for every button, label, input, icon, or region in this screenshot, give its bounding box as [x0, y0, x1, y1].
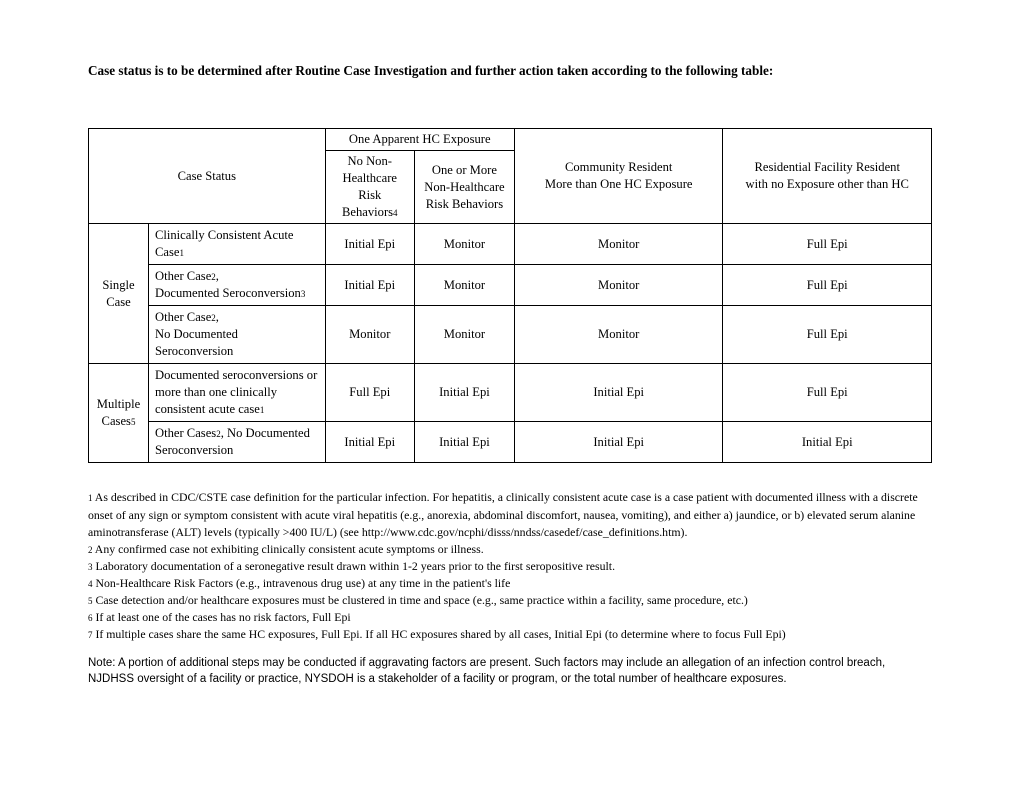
row3-c3: Monitor [514, 306, 723, 364]
table-row: Single Case Clinically Consistent Acute … [89, 224, 932, 265]
sub-a-text: No Non-Healthcare Risk Behaviors [342, 154, 397, 219]
row3-c1: Monitor [325, 306, 414, 364]
hc3-header: Residential Facility Resident with no Ex… [723, 129, 932, 224]
row1-c4: Full Epi [723, 224, 932, 265]
row5-c4: Initial Epi [723, 422, 932, 463]
row2-c1: Initial Epi [325, 265, 414, 306]
hc2-top: Community Resident [565, 160, 672, 174]
row3-c2: Monitor [414, 306, 514, 364]
row5-c2: Initial Epi [414, 422, 514, 463]
row2-c2: Monitor [414, 265, 514, 306]
row1-c2: Monitor [414, 224, 514, 265]
hc3-sub: with no Exposure other than HC [746, 177, 909, 191]
group-multiple-cases: Multiple Cases5 [89, 364, 149, 463]
sub-a-fn: 4 [393, 208, 398, 218]
subheader-a: No Non-Healthcare Risk Behaviors4 [325, 151, 414, 224]
footnote-6: 6 If at least one of the cases has no ri… [88, 609, 932, 626]
document-page: Case status is to be determined after Ro… [0, 0, 1020, 788]
row2-desc: Other Case2, Documented Seroconversion3 [148, 265, 325, 306]
footnotes: 1 As described in CDC/CSTE case definiti… [88, 489, 932, 643]
row4-c3: Initial Epi [514, 364, 723, 422]
row3-c4: Full Epi [723, 306, 932, 364]
case-status-header: Case Status [89, 129, 326, 224]
footnote-1: 1 As described in CDC/CSTE case definiti… [88, 489, 932, 540]
footnote-5: 5 Case detection and/or healthcare expos… [88, 592, 932, 609]
hc2-sub: More than One HC Exposure [545, 177, 693, 191]
row3-desc: Other Case2, No Documented Seroconversio… [148, 306, 325, 364]
hc1-header: One Apparent HC Exposure [325, 129, 514, 151]
row4-c4: Full Epi [723, 364, 932, 422]
case-status-table: Case Status One Apparent HC Exposure Com… [88, 128, 932, 463]
subheader-b: One or More Non-Healthcare Risk Behavior… [414, 151, 514, 224]
row2-c4: Full Epi [723, 265, 932, 306]
row5-desc: Other Cases2, No Documented Seroconversi… [148, 422, 325, 463]
row1-desc: Clinically Consistent Acute Case1 [148, 224, 325, 265]
row4-c2: Initial Epi [414, 364, 514, 422]
footnote-2: 2 Any confirmed case not exhibiting clin… [88, 541, 932, 558]
hc2-header: Community Resident More than One HC Expo… [514, 129, 723, 224]
note-text: Note: A portion of additional steps may … [88, 655, 932, 687]
table-row: Other Case2, No Documented Seroconversio… [89, 306, 932, 364]
row1-c1: Initial Epi [325, 224, 414, 265]
table-row: Other Case2, Documented Seroconversion3 … [89, 265, 932, 306]
footnote-3: 3 Laboratory documentation of a seronega… [88, 558, 932, 575]
table-row: Multiple Cases5 Documented seroconversio… [89, 364, 932, 422]
hc3-top: Residential Facility Resident [754, 160, 900, 174]
row2-c3: Monitor [514, 265, 723, 306]
row1-c3: Monitor [514, 224, 723, 265]
footnote-7: 7 If multiple cases share the same HC ex… [88, 626, 932, 643]
row5-c1: Initial Epi [325, 422, 414, 463]
footnote-4: 4 Non-Healthcare Risk Factors (e.g., int… [88, 575, 932, 592]
row4-desc: Documented seroconversions or more than … [148, 364, 325, 422]
row5-c3: Initial Epi [514, 422, 723, 463]
table-row: Other Cases2, No Documented Seroconversi… [89, 422, 932, 463]
intro-text: Case status is to be determined after Ro… [88, 62, 932, 80]
row4-c1: Full Epi [325, 364, 414, 422]
group-single-case: Single Case [89, 224, 149, 364]
